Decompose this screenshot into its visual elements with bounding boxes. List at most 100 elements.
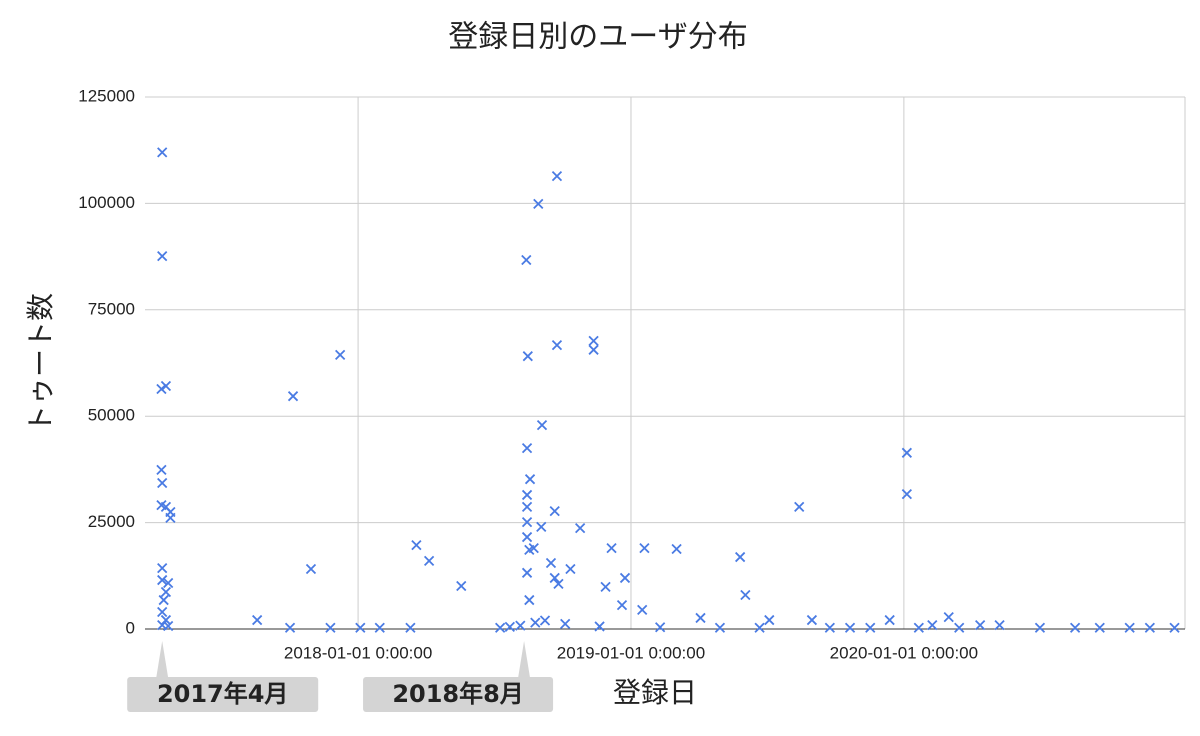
data-point: [287, 391, 299, 402]
data-point: [521, 531, 533, 543]
y-tick-label: 25000: [88, 512, 135, 531]
annotation-box: [127, 677, 319, 712]
data-point: [521, 567, 533, 578]
data-point: [157, 563, 168, 574]
data-point: [335, 349, 346, 361]
annotation-pointer: [156, 641, 169, 678]
data-point: [423, 555, 435, 567]
data-point: [655, 622, 666, 633]
data-point: [160, 614, 172, 626]
data-point: [521, 517, 533, 528]
data-point: [284, 622, 296, 633]
y-tick-label: 75000: [88, 299, 135, 318]
x-axis-label: 登録日: [613, 676, 697, 709]
x-tick-label: 2020-01-01 0:00:00: [830, 643, 978, 662]
data-point: [156, 464, 167, 475]
annotation: 2017年4月: [127, 641, 319, 712]
data-point: [536, 420, 548, 431]
data-point: [619, 572, 631, 584]
data-point: [551, 339, 563, 351]
data-point: [157, 606, 168, 618]
data-point: [411, 540, 422, 551]
data-point: [160, 380, 172, 392]
data-point: [551, 171, 563, 182]
data-point: [884, 614, 895, 626]
data-point: [560, 618, 571, 630]
data-point: [163, 577, 174, 589]
data-point: [1169, 622, 1180, 633]
y-tick-label: 125000: [78, 86, 135, 105]
data-point: [637, 604, 648, 615]
data-point: [553, 578, 564, 590]
data-point: [943, 611, 954, 623]
data-point: [954, 622, 965, 633]
y-axis-label: トゥート数: [24, 293, 57, 433]
data-point: [536, 521, 547, 532]
x-tick-label: 2018-01-01 0:00:00: [284, 643, 432, 662]
data-point: [1034, 622, 1046, 633]
data-point: [355, 622, 366, 633]
data-point: [975, 620, 986, 631]
data-point: [522, 351, 533, 362]
data-point: [157, 477, 168, 489]
data-point: [524, 594, 535, 606]
data-point: [639, 542, 650, 554]
data-point: [530, 617, 541, 628]
data-point: [1094, 622, 1105, 633]
data-point: [545, 557, 557, 569]
data-point: [616, 600, 628, 611]
data-point: [901, 447, 913, 458]
data-point: [735, 551, 746, 563]
data-point: [588, 335, 599, 347]
data-point: [1069, 622, 1081, 633]
data-point: [764, 614, 775, 626]
data-point: [1124, 622, 1135, 633]
data-point: [588, 344, 599, 355]
data-point: [528, 542, 539, 554]
data-point: [695, 612, 706, 624]
data-point: [157, 147, 168, 158]
data-point: [901, 488, 913, 500]
data-point: [374, 622, 385, 633]
data-point: [158, 594, 169, 606]
data-point: [405, 622, 416, 633]
data-point: [865, 622, 876, 633]
data-point: [806, 614, 818, 626]
data-point: [252, 614, 263, 626]
annotation: 2018年8月: [363, 641, 554, 712]
data-point: [504, 621, 515, 633]
data-point: [549, 572, 560, 584]
annotation-text: 2017年4月: [157, 680, 289, 708]
annotation-text: 2018年8月: [392, 680, 524, 708]
data-point: [600, 581, 611, 593]
data-point: [913, 622, 924, 633]
data-point: [844, 622, 856, 633]
data-point: [994, 620, 1005, 631]
data-point: [524, 474, 536, 485]
data-point: [539, 615, 551, 626]
data-point: [565, 563, 576, 575]
data-point: [927, 620, 938, 631]
data-point: [163, 620, 174, 632]
annotation-box: [363, 677, 554, 712]
data-point: [714, 622, 726, 633]
data-point: [156, 383, 167, 395]
data-point: [575, 522, 586, 534]
data-point: [521, 489, 533, 501]
data-point: [740, 589, 751, 601]
data-point: [157, 251, 168, 262]
y-tick-label: 0: [126, 618, 135, 637]
data-point: [521, 254, 532, 266]
data-point: [794, 501, 805, 512]
data-point: [160, 586, 172, 598]
data-point: [305, 563, 317, 575]
data-point: [754, 622, 765, 633]
data-point: [606, 542, 617, 554]
y-tick-label: 50000: [88, 406, 135, 425]
data-point: [594, 621, 605, 632]
data-point: [157, 574, 168, 586]
data-point: [533, 198, 544, 209]
data-point: [671, 543, 682, 555]
